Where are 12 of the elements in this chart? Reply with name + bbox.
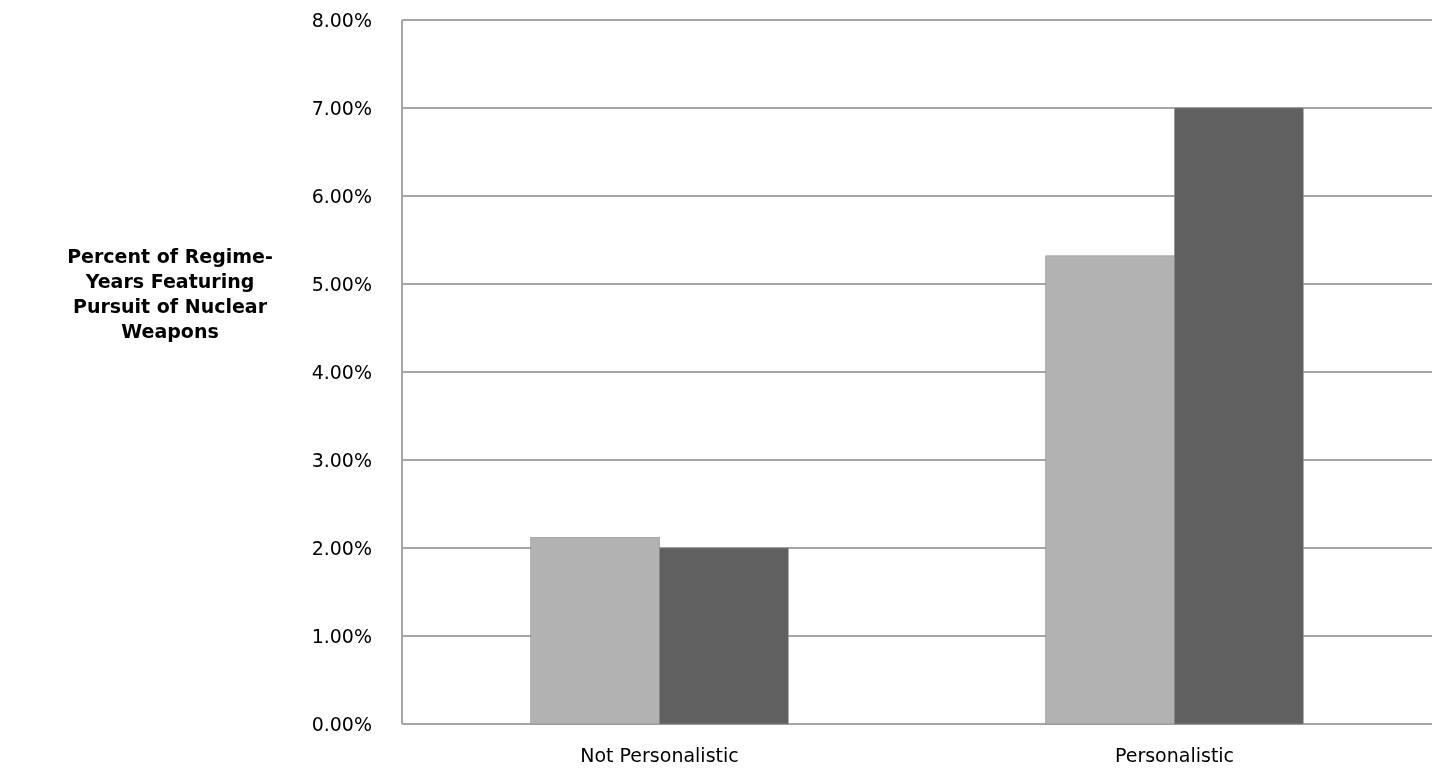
y-axis-title: Percent of Regime-Years Featuring Pursuit of Nuclear Weapons	[67, 244, 273, 342]
y-tick-label: 1.00%	[311, 624, 372, 647]
y-tick-label: 8.00%	[311, 8, 372, 31]
x-tick-label: Personalistic	[1114, 744, 1235, 766]
x-tick-label: Not Personalistic	[580, 744, 739, 766]
y-tick-label: 5.00%	[311, 272, 372, 295]
y-tick-label: 0.00%	[311, 712, 372, 735]
y-tick-label: 6.00%	[311, 184, 372, 207]
y-tick-label: 7.00%	[311, 96, 372, 119]
y-tick-label: 3.00%	[311, 448, 372, 471]
y-tick-label: 2.00%	[311, 536, 372, 559]
y-tick-label: 4.00%	[311, 360, 372, 383]
